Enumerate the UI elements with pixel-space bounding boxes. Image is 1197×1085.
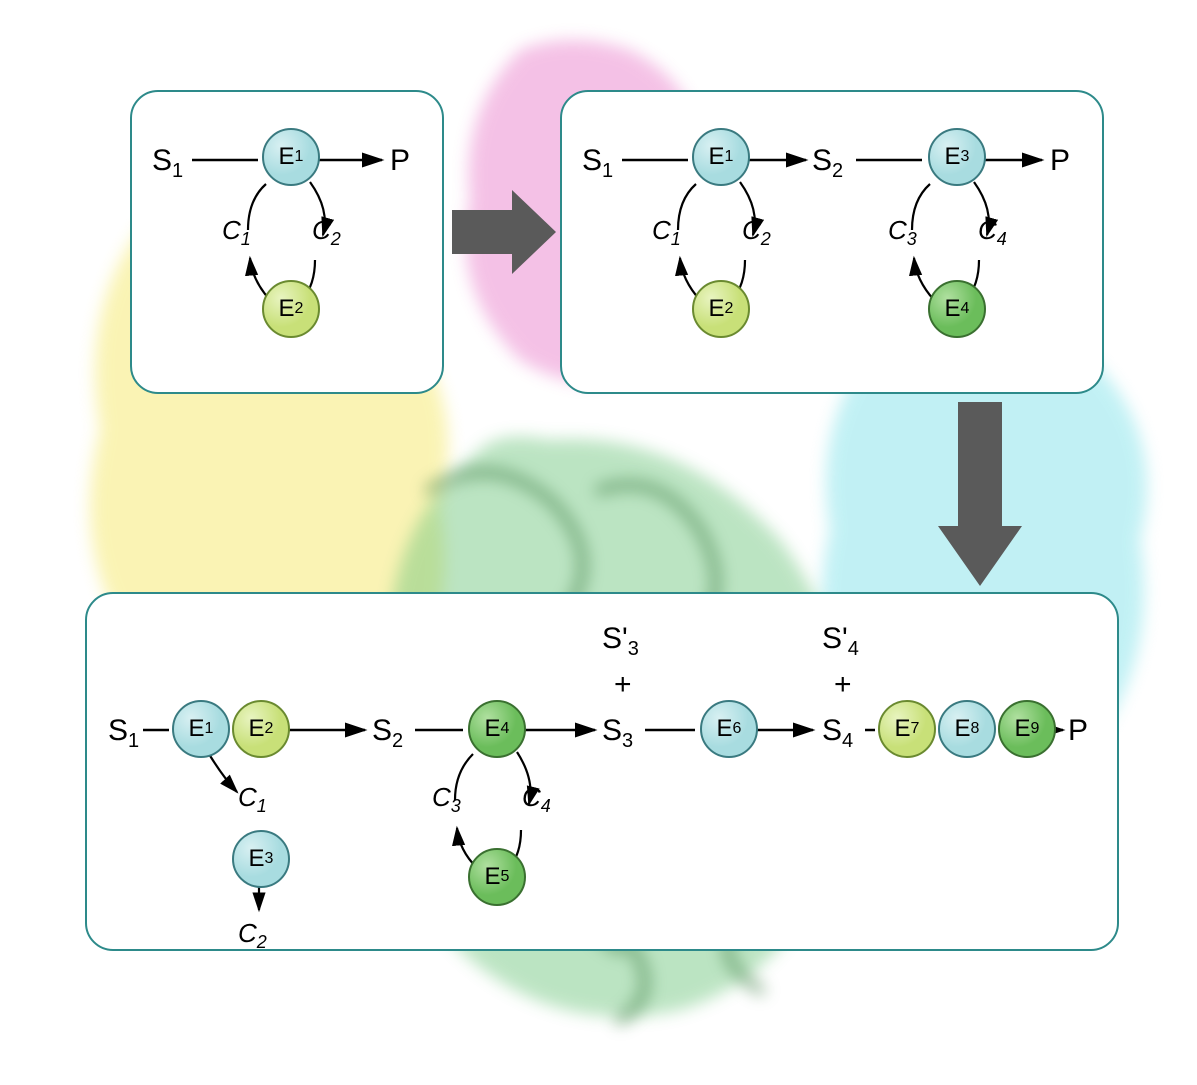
panel2-arrows	[560, 90, 1100, 390]
panel2-c2-label: C2	[742, 215, 771, 250]
transition-arrow-down	[938, 402, 1022, 586]
panel3-s3p-label: S'3	[602, 622, 639, 661]
panel2-c1-label: C1	[652, 215, 681, 250]
panel3-s4p-label: S'4	[822, 622, 859, 661]
enzyme-node-e2: E2	[262, 280, 320, 338]
enzyme-node-e1: E1	[692, 128, 750, 186]
panel2-s2-label: S2	[812, 144, 843, 183]
enzyme-node-e5: E5	[468, 848, 526, 906]
enzyme-node-e2: E2	[692, 280, 750, 338]
panel2-p-label: P	[1050, 144, 1070, 178]
panel3-plus2: +	[834, 668, 852, 702]
panel3-s2-label: S2	[372, 714, 403, 753]
enzyme-node-e9: E9	[998, 700, 1056, 758]
panel3-p-label: P	[1068, 714, 1088, 748]
panel3-s4-label: S4	[822, 714, 853, 753]
enzyme-node-e1: E1	[262, 128, 320, 186]
panel3-arrows	[85, 592, 1115, 947]
panel3-c3-label: C3	[432, 782, 461, 817]
panel2-c3-label: C3	[888, 215, 917, 250]
panel3-c4-label: C4	[522, 782, 551, 817]
panel3-s1-label: S1	[108, 714, 139, 753]
enzyme-node-e4: E4	[468, 700, 526, 758]
enzyme-node-e8: E8	[938, 700, 996, 758]
enzyme-node-e3: E3	[928, 128, 986, 186]
panel2-s1-label: S1	[582, 144, 613, 183]
panel3-c1-label: C1	[238, 782, 267, 817]
enzyme-node-e1: E1	[172, 700, 230, 758]
panel1-c1-label: C1	[222, 215, 251, 250]
panel2-c4-label: C4	[978, 215, 1007, 250]
transition-arrow-right	[452, 190, 556, 274]
panel3-c2-label: C2	[238, 918, 267, 953]
panel1-c2-label: C2	[312, 215, 341, 250]
enzyme-node-e7: E7	[878, 700, 936, 758]
panel3-s3-label: S3	[602, 714, 633, 753]
enzyme-node-e4: E4	[928, 280, 986, 338]
panel1-p-label: P	[390, 144, 410, 178]
enzyme-node-e3: E3	[232, 830, 290, 888]
panel1-s1-label: S1	[152, 144, 183, 183]
panel3-plus1: +	[614, 668, 632, 702]
enzyme-node-e6: E6	[700, 700, 758, 758]
enzyme-node-e2: E2	[232, 700, 290, 758]
